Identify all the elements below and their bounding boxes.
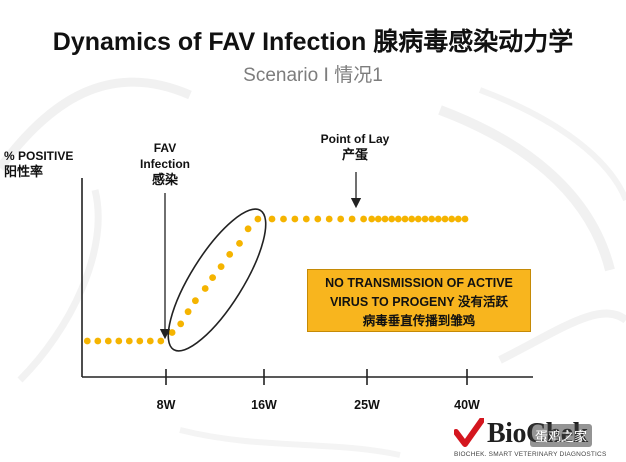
data-point: [217, 263, 225, 270]
data-point: [461, 215, 469, 223]
data-point: [408, 215, 416, 223]
data-point: [280, 215, 287, 223]
data-point: [268, 215, 276, 223]
infection-annotation-line2: Infection: [140, 157, 190, 171]
data-point: [381, 215, 389, 223]
infection-annotation-line1: FAV: [153, 141, 177, 155]
data-point: [388, 215, 396, 223]
data-point: [360, 215, 367, 223]
notice-line2: VIRUS TO PROGENY 没有活跃: [329, 295, 509, 309]
data-point: [146, 337, 154, 345]
data-point: [337, 215, 345, 223]
page-title: Dynamics of FAV Infection 腺病毒感染动力学: [52, 28, 574, 56]
x-tick-label: 8W: [156, 398, 176, 412]
data-point: [368, 215, 376, 223]
data-point: [244, 225, 252, 233]
data-point: [201, 285, 209, 292]
data-point: [448, 215, 456, 223]
checkmark-icon: [454, 418, 484, 447]
point-of-lay-line2: 产蛋: [341, 147, 368, 162]
point-of-lay-annotation: Point of Lay 产蛋: [305, 131, 405, 163]
data-point: [454, 215, 462, 223]
data-point: [226, 251, 234, 258]
data-point: [314, 215, 322, 223]
x-tick-label: 40W: [454, 398, 480, 412]
data-point: [421, 215, 429, 223]
data-point: [428, 215, 436, 223]
infection-annotation: FAV Infection 感染: [133, 140, 197, 188]
data-point: [104, 337, 112, 345]
logo-tagline: BIOCHEK. SMART VETERINARY DIAGNOSTICS: [454, 451, 607, 458]
data-point: [434, 215, 442, 223]
data-point: [168, 329, 176, 336]
y-axis-label-cn: 阳性率: [4, 164, 44, 179]
data-point: [125, 337, 133, 345]
infection-phase-ellipse: [167, 208, 267, 352]
infection-annotation-line3: 感染: [151, 172, 178, 187]
data-point: [157, 337, 165, 345]
data-point: [115, 337, 123, 345]
data-point: [209, 274, 217, 281]
y-axis-label: % POSITIVE 阳性率: [4, 148, 73, 180]
notice-line3: 病毒垂直传播到雏鸡: [362, 314, 476, 328]
data-point: [192, 297, 199, 305]
watermark: 蛋鸡之家: [530, 424, 593, 447]
notice-line1: NO TRANSMISSION OF ACTIVE: [325, 276, 513, 290]
data-point: [83, 337, 91, 345]
data-point: [394, 215, 402, 223]
data-point: [236, 240, 243, 247]
data-point: [184, 308, 192, 316]
data-point: [441, 215, 449, 223]
no-transmission-notice: NO TRANSMISSION OF ACTIVE VIRUS TO PROGE…: [307, 269, 531, 332]
point-of-lay-line1: Point of Lay: [320, 132, 390, 146]
data-point: [302, 215, 310, 223]
data-point: [177, 320, 185, 328]
data-point: [401, 215, 409, 223]
page-subtitle: Scenario Ⅰ 情况1: [243, 65, 383, 86]
data-point: [136, 337, 144, 345]
x-tick-label: 16W: [251, 398, 277, 412]
data-point: [254, 215, 262, 223]
x-tick-label: 25W: [354, 398, 380, 412]
data-point: [325, 215, 333, 223]
data-point: [291, 215, 299, 223]
data-point: [94, 337, 102, 345]
data-point: [414, 215, 422, 223]
y-axis-label-en: % POSITIVE: [4, 149, 74, 163]
data-point: [348, 215, 356, 223]
data-point: [374, 215, 382, 223]
